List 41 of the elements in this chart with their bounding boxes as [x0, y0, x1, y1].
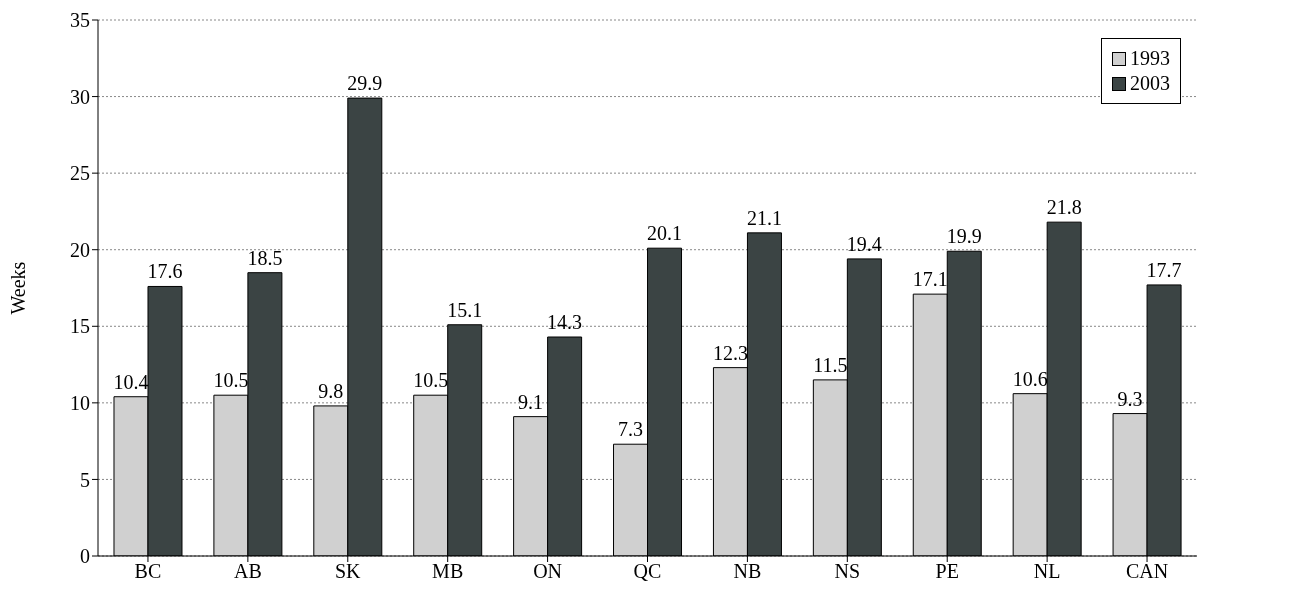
y-tick-label: 5 — [80, 468, 90, 491]
x-tick-label: ON — [533, 560, 563, 583]
legend-label: 2003 — [1130, 72, 1170, 95]
data-label: 17.6 — [147, 260, 183, 283]
x-tick-label: BC — [134, 560, 162, 583]
y-tick-label: 35 — [70, 9, 90, 32]
data-label: 9.1 — [518, 390, 544, 413]
y-tick-label: 25 — [70, 162, 90, 185]
data-label: 20.1 — [647, 222, 683, 245]
data-label: 19.9 — [946, 225, 982, 248]
legend-label: 1993 — [1130, 47, 1170, 70]
data-label: 14.3 — [547, 311, 583, 334]
x-tick-label: SK — [334, 560, 362, 583]
data-label: 21.1 — [746, 206, 782, 229]
data-label: 29.9 — [347, 72, 383, 95]
y-axis-title: Weeks — [7, 261, 30, 315]
y-tick-label: 15 — [70, 315, 90, 338]
x-tick-label: NL — [1033, 560, 1061, 583]
data-label: 18.5 — [247, 246, 283, 269]
x-tick-label: NS — [834, 560, 861, 583]
data-label: 12.3 — [712, 341, 748, 364]
data-label: 9.3 — [1117, 387, 1143, 410]
x-tick-label: QC — [633, 560, 662, 583]
x-tick-label: PE — [935, 560, 959, 583]
data-label: 21.8 — [1046, 196, 1082, 219]
data-label: 17.1 — [912, 268, 948, 291]
data-label: 10.6 — [1012, 367, 1048, 390]
y-tick-label: 20 — [70, 238, 90, 261]
data-label: 17.7 — [1146, 258, 1182, 281]
data-label: 7.3 — [618, 418, 644, 441]
data-label: 19.4 — [846, 232, 882, 255]
x-tick-label: MB — [432, 560, 464, 583]
y-tick-label: 30 — [70, 85, 90, 108]
data-label: 11.5 — [813, 353, 848, 376]
data-label: 9.8 — [318, 379, 344, 402]
data-label: 15.1 — [447, 298, 483, 321]
y-tick-label: 0 — [80, 545, 90, 568]
x-tick-label: AB — [233, 560, 262, 583]
x-tick-label: NB — [733, 560, 762, 583]
x-tick-label: CAN — [1125, 560, 1169, 583]
y-tick-label: 10 — [70, 391, 90, 414]
